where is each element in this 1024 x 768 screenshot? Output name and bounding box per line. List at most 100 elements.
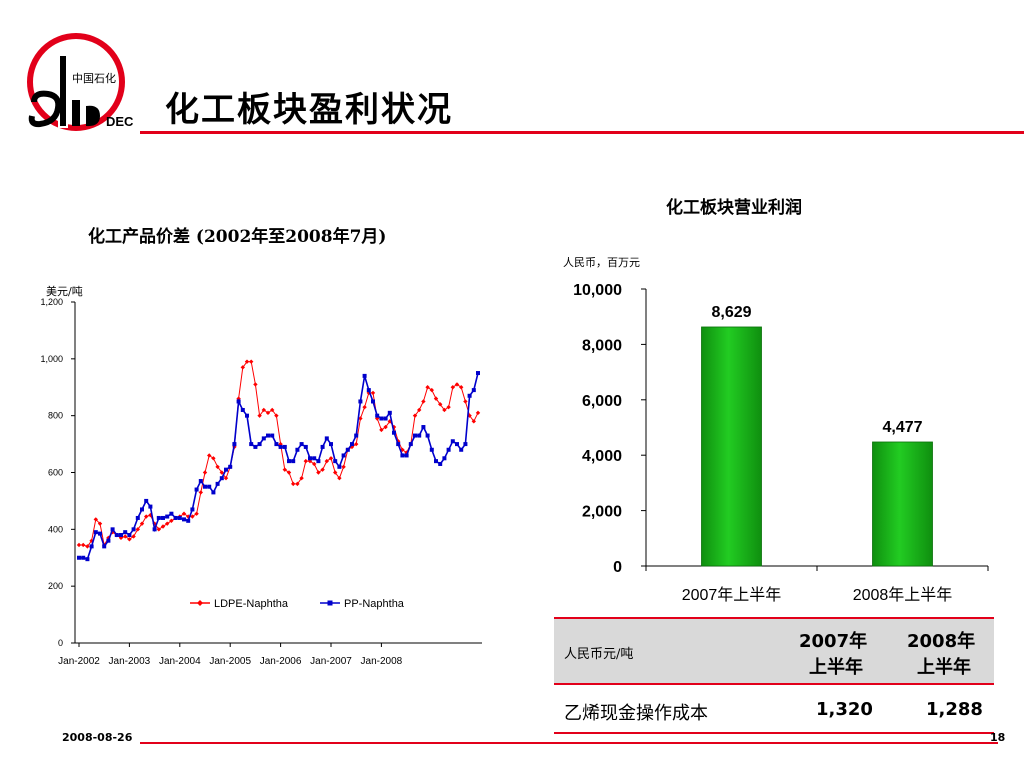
- table-row-label: 乙烯现金操作成本: [564, 703, 708, 724]
- data-point: [215, 464, 220, 470]
- data-point: [312, 461, 317, 467]
- bar-chart-y-tick-label: 0: [613, 559, 622, 576]
- data-point: [194, 487, 199, 492]
- data-point: [278, 444, 283, 449]
- data-point: [396, 442, 401, 447]
- data-point: [303, 444, 308, 449]
- page-title: 化工板块盈利状况: [165, 90, 453, 130]
- data-point: [131, 527, 136, 532]
- data-point: [119, 533, 123, 538]
- table-bottom-rule: [554, 732, 994, 734]
- data-point: [463, 399, 468, 404]
- data-point: [463, 442, 468, 447]
- data-point: [177, 515, 182, 520]
- bar-chart-y-tick-label: 4,000: [582, 448, 622, 465]
- data-point: [392, 430, 396, 435]
- table-unit-label: 人民币元/吨: [564, 647, 634, 662]
- data-point: [434, 459, 438, 464]
- data-point: [144, 498, 149, 503]
- data-point: [287, 459, 291, 464]
- data-point: [375, 413, 380, 418]
- data-point: [198, 490, 203, 495]
- data-point: [274, 442, 279, 447]
- table-col2-line1: 2008年: [907, 631, 976, 652]
- data-point: [299, 442, 304, 447]
- data-point: [240, 365, 245, 370]
- data-point: [123, 534, 128, 539]
- data-point: [467, 393, 472, 398]
- table-col1-line1: 2007年: [799, 631, 868, 652]
- bar-category-label: 2007年上半年: [682, 586, 782, 604]
- data-point: [93, 530, 98, 535]
- data-point: [291, 459, 296, 464]
- table-row-value-2008: 1,288: [926, 699, 983, 720]
- data-point: [215, 481, 220, 486]
- data-point: [471, 419, 476, 424]
- data-point: [417, 407, 422, 413]
- sinopec-logo: DEC 中国石化: [27, 33, 134, 131]
- data-point: [337, 464, 342, 469]
- data-point: [282, 444, 287, 449]
- data-point: [219, 476, 224, 481]
- bar-1: [701, 326, 762, 567]
- bar-2: [872, 441, 933, 567]
- table-header: [554, 619, 994, 683]
- data-point: [253, 444, 258, 449]
- data-point: [207, 453, 212, 458]
- data-point: [366, 388, 371, 393]
- line-chart-title: 化工产品价差 (2002年至2008年7月): [88, 227, 387, 247]
- data-point: [324, 436, 329, 441]
- data-point: [412, 413, 418, 418]
- data-point: [165, 521, 170, 526]
- data-point: [203, 484, 207, 489]
- data-point: [450, 439, 455, 444]
- data-point: [261, 436, 266, 441]
- data-point: [454, 382, 460, 387]
- data-point: [106, 535, 111, 541]
- data-point: [383, 416, 388, 421]
- data-point: [240, 407, 245, 412]
- data-point: [295, 447, 300, 452]
- data-point: [450, 385, 455, 390]
- bar-chart-ylabel: 人民币，百万元: [563, 256, 640, 269]
- svg-text:中国石化: 中国石化: [72, 71, 116, 85]
- data-point: [85, 557, 90, 562]
- data-point: [135, 515, 140, 520]
- data-point: [383, 424, 388, 430]
- data-point: [211, 490, 216, 495]
- data-point: [459, 447, 464, 452]
- bar-chart-title: 化工板块营业利润: [666, 198, 802, 218]
- data-point: [429, 387, 434, 393]
- data-point: [303, 458, 308, 464]
- data-point: [312, 456, 317, 461]
- data-point: [156, 515, 161, 520]
- line-chart-legend: LDPE-Naphtha PP-Naphtha: [190, 598, 405, 610]
- data-point: [354, 433, 359, 438]
- line-chart-y-tick-label: 400: [48, 524, 63, 534]
- data-point: [127, 533, 132, 538]
- line-chart-y-tick-label: 600: [48, 468, 63, 478]
- data-point: [358, 399, 363, 404]
- data-point: [362, 373, 367, 378]
- line-chart-x-tick-label: Jan-2005: [209, 656, 251, 667]
- footer-date: 2008-08-26: [62, 731, 133, 744]
- footer-divider: [140, 742, 998, 744]
- data-point: [152, 527, 157, 532]
- line-chart-x-tick-label: Jan-2007: [310, 656, 352, 667]
- data-point: [433, 396, 439, 401]
- data-point: [161, 515, 165, 520]
- line-chart-x-tick-label: Jan-2008: [361, 656, 403, 667]
- data-point: [371, 399, 375, 404]
- data-point: [98, 531, 102, 536]
- data-point: [291, 481, 296, 487]
- data-point: [341, 453, 346, 458]
- data-point: [379, 427, 384, 433]
- table-col2-line2: 上半年: [917, 657, 971, 678]
- data-point: [446, 404, 451, 410]
- data-point: [253, 382, 258, 387]
- data-point: [425, 433, 430, 438]
- data-point: [223, 475, 229, 481]
- data-point: [249, 359, 254, 364]
- legend-label: PP-Naphtha: [344, 598, 405, 610]
- data-point: [282, 467, 287, 472]
